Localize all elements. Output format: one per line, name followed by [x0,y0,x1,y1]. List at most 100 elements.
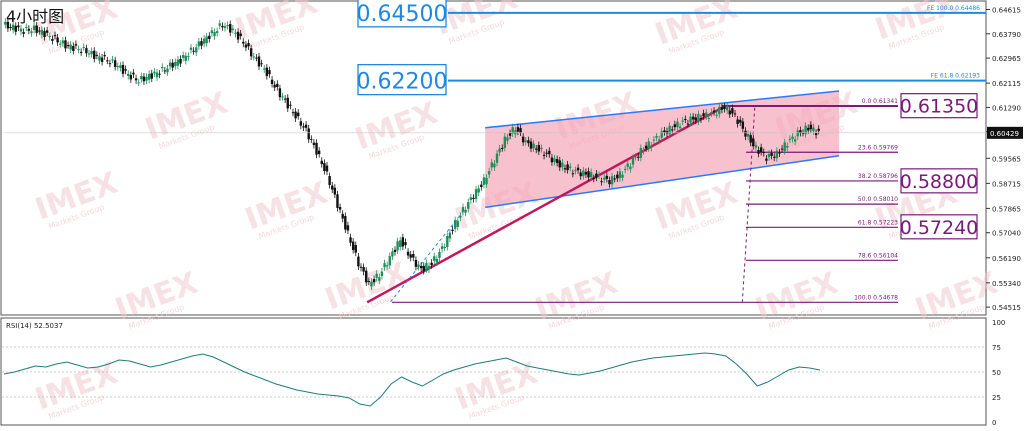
candle-body [208,35,211,40]
price-tag-label: 0.61350 [900,96,979,118]
candle-body [320,160,323,165]
candle-body [527,140,530,144]
candle-body [770,153,773,156]
candle-body [32,25,36,30]
candle-body [605,175,609,179]
candle-body [451,229,454,231]
candle-body [553,158,556,162]
candle-body [495,153,499,163]
key-level-label: 0.64500 [357,2,448,27]
candle-body [579,172,582,177]
candle-body [508,133,512,136]
candle-body [273,84,276,88]
candle-body [218,23,221,26]
candle-body [629,166,632,170]
price-axis-label: 0.56190 [992,255,1021,263]
candle-body [626,163,629,167]
candle-body [409,254,412,258]
candle-body [346,225,350,231]
candle-body [14,25,17,32]
candle-body [393,249,397,253]
candle-body [187,55,190,57]
candle-body [712,110,716,112]
trendline [366,104,727,304]
candle-body [639,147,643,158]
candle-body [616,174,619,179]
candle-body [85,48,88,54]
candle-body [814,132,818,136]
candle-body [621,174,624,178]
candle-body [158,73,161,75]
candle-body [357,256,360,267]
candle-body [694,117,697,121]
candle-body [17,25,20,28]
candle-body [558,160,561,168]
candle-body [555,159,559,163]
candle-body [344,216,347,230]
candle-body [762,152,765,154]
candle-body [673,124,677,128]
candle-body [265,67,269,77]
candle-body [95,54,99,56]
candle-body [417,264,420,267]
candle-body [268,70,271,75]
candle-body [461,207,465,212]
candle-body [127,73,130,76]
candle-body [43,31,46,38]
candle-body [113,60,117,67]
candle-body [336,194,339,208]
candle-body [380,271,384,277]
candle-body [584,172,588,175]
candle-body [77,48,80,50]
candle-body [53,35,57,37]
candle-body [286,97,289,109]
channel-upper-line [485,90,840,129]
candle-body [4,21,7,25]
candle-body [477,188,480,193]
candle-body [561,162,564,168]
candle-body [226,24,229,27]
candle-body [351,241,355,251]
candle-body [145,76,148,81]
candle-body [736,119,739,124]
candle-body [535,148,538,150]
candle-body [150,73,153,79]
candle-body [464,209,467,213]
candle-body [705,112,708,117]
candle-body [537,145,541,152]
candle-body [195,47,198,53]
candle-body [388,256,391,266]
candle-body [681,120,684,122]
candle-body [48,35,51,38]
candle-body [804,125,807,135]
candle-body [168,62,172,67]
candle-body [19,28,23,32]
candle-body [372,278,376,283]
candle-body [676,121,679,128]
candle-body [239,33,242,37]
candle-body [490,162,493,168]
candle-body [312,142,316,146]
candle-body [325,165,329,172]
candle-body [793,139,797,142]
candle-body [480,184,483,188]
candle-body [773,156,776,158]
candle-body [142,76,146,82]
candle-body [367,281,371,283]
candle-body [399,240,402,248]
candle-body [111,59,114,61]
candle-body [467,202,470,209]
candle-body [765,158,768,161]
candle-body [691,116,695,120]
candle-body [503,136,507,148]
candle-body [147,73,151,80]
candle-body [124,69,127,71]
candle-body [370,281,373,287]
candle-body [341,213,344,219]
fib-level-label: 38.2 0.58796 [858,173,898,180]
